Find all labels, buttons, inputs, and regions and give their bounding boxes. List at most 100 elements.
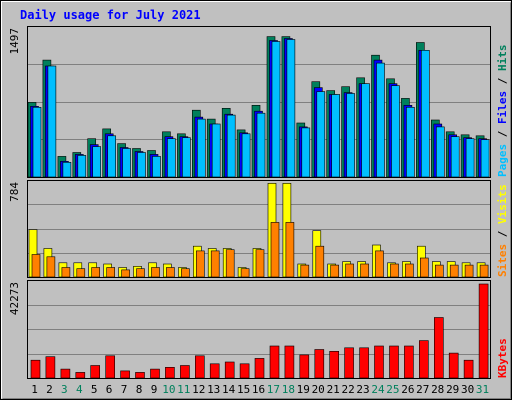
x-tick-label-29: 29	[446, 383, 459, 396]
legend-item-pages: Pages	[496, 144, 509, 177]
bar-pages-day-1	[32, 107, 42, 178]
x-tick-label-30: 30	[461, 383, 474, 396]
x-tick-label-21: 21	[327, 383, 340, 396]
x-tick-label-1: 1	[31, 383, 38, 396]
bar-pages-day-22	[346, 93, 355, 178]
bar-pages-day-28	[435, 126, 445, 178]
bar-pages-day-6	[107, 135, 116, 178]
bar-kbytes-day-19	[299, 354, 310, 379]
bars-hits-files-pages	[27, 36, 490, 178]
bar-pages-day-24	[376, 62, 385, 178]
bar-kbytes-day-8	[135, 372, 145, 379]
bar-sites-day-9	[151, 267, 160, 278]
bar-sites-day-3	[61, 267, 71, 278]
ymax-label-kbytes: 42273	[8, 282, 21, 315]
legend-text-hits-files-pages: Pages / Files / Hits	[496, 45, 509, 178]
x-tick-labels: 1 2 3 4 5 6 7 8 9 10 11 12 13 14 15 16 17 18 19 20 21 22 23 24 2…	[31, 383, 489, 396]
bar-pages-day-3	[62, 162, 72, 178]
legend-hits-files-pages: Pages / Files / Hits	[496, 45, 509, 178]
x-tick-label-23: 23	[356, 383, 369, 396]
bar-kbytes-day-27	[418, 340, 429, 379]
bars-kbytes	[30, 283, 489, 379]
bar-sites-day-31	[479, 264, 489, 278]
bar-pages-day-4	[77, 155, 87, 178]
bar-sites-day-18	[285, 222, 295, 278]
x-tick-label-5: 5	[91, 383, 98, 396]
bar-sites-day-25	[390, 263, 399, 278]
bar-kbytes-day-16	[254, 358, 265, 379]
x-tick-label-19: 19	[297, 383, 310, 396]
bar-sites-day-23	[360, 263, 369, 278]
bar-kbytes-day-14	[224, 361, 235, 379]
x-tick-label-6: 6	[106, 383, 113, 396]
bar-kbytes-day-17	[269, 345, 280, 379]
bar-kbytes-day-2	[45, 356, 56, 379]
x-tick-label-2: 2	[46, 383, 53, 396]
x-tick-label-31: 31	[476, 383, 489, 396]
x-tick-label-26: 26	[401, 383, 414, 396]
bar-kbytes-day-23	[359, 347, 369, 379]
legend-item-kbytes: KBytes	[496, 338, 509, 378]
x-tick-label-22: 22	[341, 383, 354, 396]
bar-pages-day-8	[137, 152, 146, 178]
bar-kbytes-day-9	[150, 368, 160, 379]
legend-text-kbytes: KBytes	[496, 338, 509, 378]
x-tick-label-24: 24	[371, 383, 385, 396]
bar-sites-day-30	[464, 264, 474, 278]
bar-kbytes-day-24	[374, 345, 384, 379]
bar-pages-day-30	[465, 138, 475, 178]
bar-pages-day-29	[450, 136, 460, 178]
bar-pages-day-23	[361, 83, 370, 178]
bar-pages-day-26	[406, 107, 415, 178]
bar-sites-day-20	[315, 245, 325, 278]
bar-kbytes-day-28	[433, 317, 444, 379]
x-tick-label-7: 7	[121, 383, 128, 396]
bar-sites-day-4	[76, 268, 86, 278]
legend-item-hits: Hits	[496, 45, 509, 72]
bar-sites-day-26	[405, 263, 414, 278]
x-tick-label-13: 13	[207, 383, 220, 396]
bar-kbytes-day-15	[239, 363, 250, 379]
bar-kbytes-day-31	[478, 283, 489, 379]
x-tick-label-15: 15	[237, 383, 250, 396]
x-tick-label-25: 25	[386, 383, 399, 396]
bar-pages-day-12	[197, 118, 206, 178]
legend-separator: /	[496, 224, 509, 244]
bar-sites-day-16	[255, 249, 265, 278]
bar-kbytes-day-5	[90, 365, 100, 379]
bar-sites-day-7	[121, 269, 130, 278]
x-tick-label-3: 3	[61, 383, 68, 396]
bar-kbytes-day-18	[284, 345, 295, 379]
bar-pages-day-27	[420, 49, 430, 178]
bar-sites-day-28	[434, 264, 444, 278]
bar-pages-day-17	[271, 41, 281, 178]
x-tick-label-9: 9	[151, 383, 158, 396]
x-tick-label-16: 16	[252, 383, 265, 396]
bar-sites-day-6	[106, 267, 115, 278]
legend-separator: /	[496, 71, 509, 91]
bar-sites-day-10	[166, 267, 175, 278]
chart-title: Daily usage for July 2021	[20, 8, 201, 22]
bar-kbytes-day-1	[30, 359, 41, 379]
x-tick-label-27: 27	[416, 383, 429, 396]
bar-sites-day-27	[419, 257, 429, 278]
bar-kbytes-day-10	[165, 366, 175, 379]
x-tick-label-8: 8	[136, 383, 143, 396]
bar-pages-day-16	[256, 112, 266, 178]
bar-sites-day-15	[240, 268, 250, 278]
bar-pages-day-10	[167, 138, 176, 178]
bar-pages-day-19	[301, 127, 311, 178]
bar-sites-day-29	[449, 264, 459, 278]
bar-pages-day-5	[92, 146, 101, 178]
bar-sites-day-8	[136, 268, 145, 278]
bar-sites-day-17	[270, 222, 280, 278]
x-tick-label-12: 12	[192, 383, 205, 396]
bar-pages-day-14	[226, 114, 236, 178]
bar-pages-day-9	[152, 156, 161, 178]
x-tick-label-20: 20	[312, 383, 325, 396]
legend-kbytes: KBytes	[496, 338, 509, 378]
bar-pages-day-11	[182, 137, 191, 178]
bar-kbytes-day-11	[180, 365, 190, 379]
